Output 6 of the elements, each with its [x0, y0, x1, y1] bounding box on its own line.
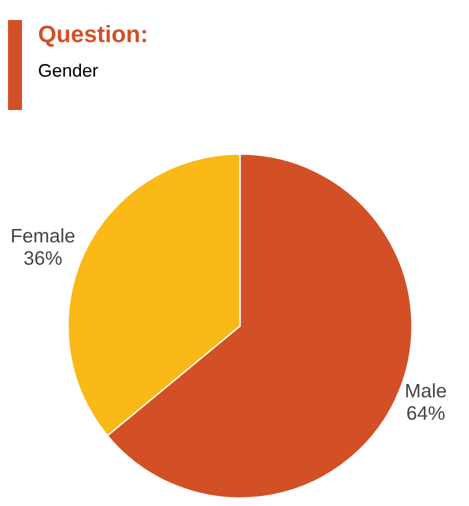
slice-label: Male — [406, 383, 446, 398]
chart-subtitle: Gender — [38, 64, 98, 77]
slice-label: Female — [12, 228, 74, 243]
data-label: 64% — [407, 406, 445, 420]
data-label: 36% — [24, 251, 62, 265]
chart-title: Question: — [38, 24, 146, 47]
